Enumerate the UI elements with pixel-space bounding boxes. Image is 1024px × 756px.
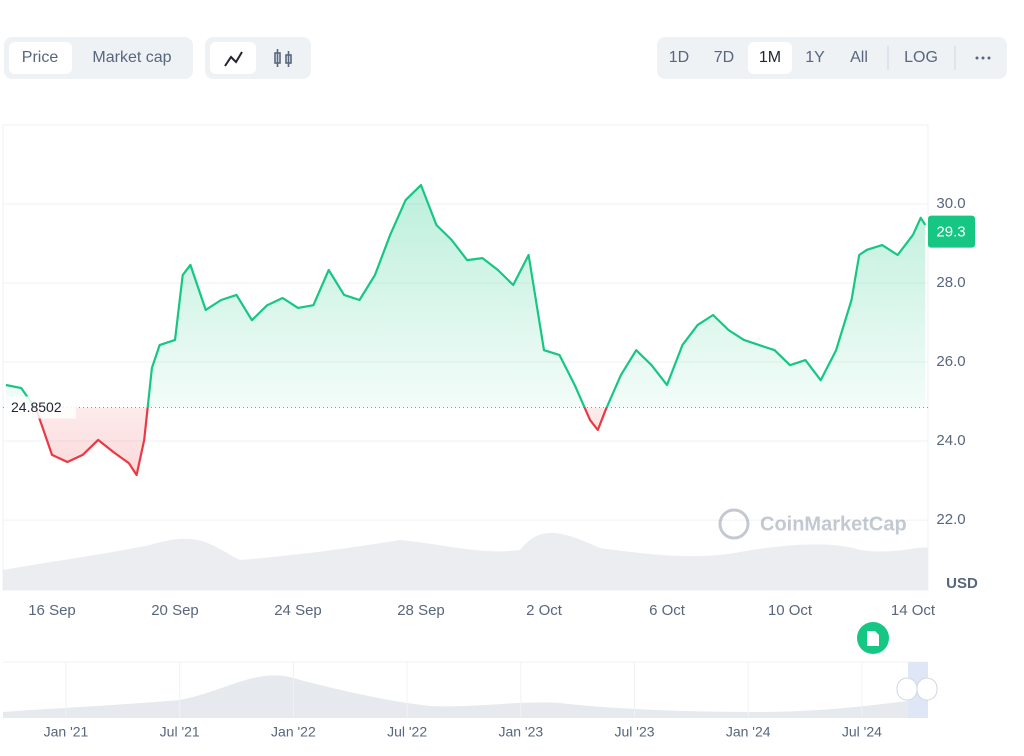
navigator-label: Jan '24 bbox=[726, 724, 771, 740]
x-tick-label: 6 Oct bbox=[649, 602, 686, 619]
navigator-label: Jan '21 bbox=[44, 724, 89, 740]
navigator-label: Jul '22 bbox=[387, 724, 427, 740]
plot: 22.0 24.0 26.0 28.0 30.0 16 Sep 20 Sep 24 Sep 28… bbox=[3, 184, 975, 619]
navigator-label: Jan '23 bbox=[498, 724, 543, 740]
active-tab bbox=[9, 42, 72, 74]
range-button[interactable]: 1Y bbox=[805, 49, 825, 66]
range-group bbox=[657, 37, 1007, 79]
navigator-label: Jul '23 bbox=[614, 724, 654, 740]
tab[interactable]: Price bbox=[22, 49, 59, 66]
navigator-label: Jul '24 bbox=[842, 724, 882, 740]
navigator-handle[interactable] bbox=[896, 677, 918, 701]
event-icon bbox=[867, 631, 879, 646]
baseline-label: 24.8502 bbox=[11, 399, 62, 415]
baseline-label-bg bbox=[6, 396, 76, 419]
active-range bbox=[748, 42, 792, 74]
navigator-label: Jul '21 bbox=[160, 724, 200, 740]
range-button[interactable]: 7D bbox=[714, 49, 734, 66]
navigator-labels: Jan '21 Jul '21 Jan '22 Jul '22 Jan '23 Jul '… bbox=[44, 662, 882, 740]
line-icon[interactable] bbox=[224, 51, 243, 67]
x-tick-label: 14 Oct bbox=[891, 602, 936, 619]
range-button[interactable]: All bbox=[850, 49, 868, 66]
y-tick-label: 30.0 bbox=[936, 195, 965, 212]
navigator-volume bbox=[3, 675, 928, 718]
navigator bbox=[3, 661, 938, 718]
x-tick-label: 10 Oct bbox=[768, 602, 813, 619]
more-button[interactable] bbox=[975, 56, 991, 60]
candle-icon[interactable] bbox=[274, 49, 292, 67]
x-tick-label: 16 Sep bbox=[28, 602, 76, 619]
y-tick-label: 28.0 bbox=[936, 274, 965, 291]
x-tick-label: 20 Sep bbox=[151, 602, 199, 619]
x-tick-label: 2 Oct bbox=[526, 602, 563, 619]
volume-area bbox=[3, 532, 928, 590]
y-tick-label: 24.0 bbox=[936, 432, 965, 449]
log-button[interactable]: LOG bbox=[904, 49, 938, 66]
toolbar: Price Market cap 1D 7D 1M 1Y All LOG bbox=[4, 37, 1007, 79]
y-tick-label: 22.0 bbox=[936, 511, 965, 528]
range-button[interactable]: 1D bbox=[669, 49, 689, 66]
x-tick-label: 28 Sep bbox=[397, 602, 445, 619]
price-area bbox=[5, 185, 926, 475]
price-line bbox=[5, 184, 927, 477]
navigator-label: Jan '22 bbox=[271, 724, 316, 740]
watermark-text: CoinMarketCap bbox=[760, 513, 907, 535]
x-tick-label: 24 Sep bbox=[274, 602, 322, 619]
y-tick-label: 26.0 bbox=[936, 353, 965, 370]
current-price-box bbox=[928, 215, 975, 248]
watermark: CoinMarketCap bbox=[718, 508, 907, 540]
unit-label: USD bbox=[946, 575, 978, 592]
tab[interactable]: Market cap bbox=[92, 49, 171, 66]
range-button[interactable]: 1M bbox=[759, 49, 781, 66]
current-price-label: 29.3 bbox=[936, 224, 965, 241]
navigator-handle[interactable] bbox=[916, 677, 938, 701]
